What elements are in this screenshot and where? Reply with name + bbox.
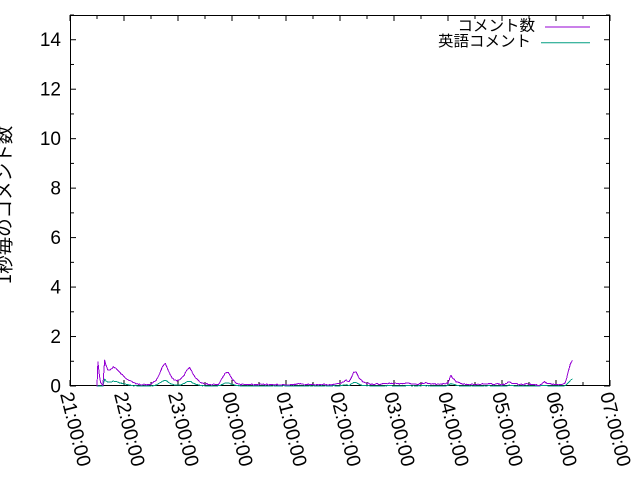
svg-text:10: 10 — [40, 129, 61, 150]
svg-text:英語コメント: 英語コメント — [438, 30, 531, 52]
svg-text:1秒毎のコメント数: 1秒毎のコメント数 — [0, 125, 17, 284]
svg-text:8: 8 — [50, 179, 61, 200]
svg-text:12: 12 — [40, 80, 61, 101]
svg-text:14: 14 — [40, 30, 62, 51]
svg-text:2: 2 — [50, 327, 61, 348]
svg-text:6: 6 — [50, 228, 61, 249]
svg-text:4: 4 — [50, 278, 61, 299]
